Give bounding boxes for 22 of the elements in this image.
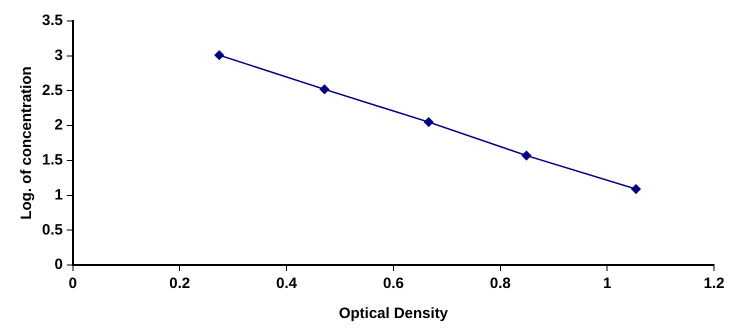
y-tick-label: 3.5 [42, 12, 63, 30]
x-tick-label: 0 [68, 275, 78, 292]
x-tick-label: 1 [602, 275, 612, 292]
point [522, 150, 532, 160]
y-axis-title: Log. of concentration [18, 66, 36, 220]
y-tick-label: 2.5 [42, 82, 63, 99]
y-tick-label: 1.5 [42, 152, 63, 169]
y-tick-label: 2 [54, 116, 63, 134]
x-tick-label: 1.2 [704, 275, 724, 292]
point [214, 50, 224, 60]
y-tick-label: 0.5 [42, 221, 63, 238]
x-tick-label: 0.8 [490, 275, 511, 292]
y-tick-label: 3 [54, 47, 63, 64]
point [320, 84, 330, 94]
point [631, 184, 641, 194]
point [424, 117, 434, 127]
y-tick-label: 1 [54, 186, 63, 204]
y-tick-label: 0 [54, 256, 63, 274]
x-axis-title: Optical Density [338, 305, 449, 322]
x-tick-label: 0.4 [276, 275, 298, 292]
x-tick-label: 0.6 [382, 275, 404, 292]
x-tick-label: 0.2 [169, 275, 190, 292]
